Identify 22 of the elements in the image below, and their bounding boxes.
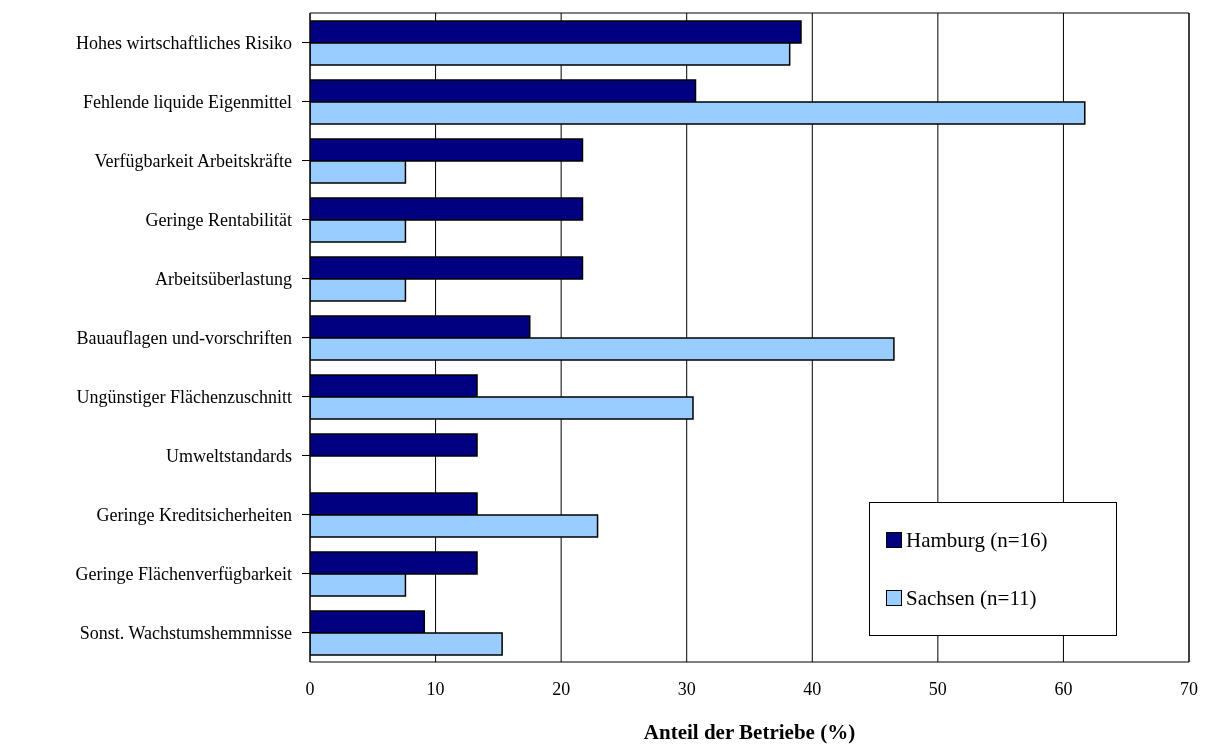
x-tick-label: 70 [1180,678,1198,699]
legend-label: Hamburg (n=16) [906,527,1048,554]
x-tick-label: 10 [426,678,445,699]
y-tick-label: Geringe Rentabilität [145,209,292,230]
x-tick-label: 30 [677,678,696,699]
y-tick-label: Bauauflagen und-vorschriften [76,327,292,348]
x-tick-label: 40 [803,678,822,699]
y-tick-label: Verfügbarkeit Arbeitskräfte [94,150,293,171]
y-tick-label: Ungünstiger Flächenzuschnitt [76,386,292,407]
y-tick-label: Hohes wirtschaftliches Risiko [76,32,292,53]
y-tick-label: Arbeitsüberlastung [155,268,292,289]
x-axis-title: Anteil der Betriebe (%) [643,720,856,744]
y-tick-label: Fehlende liquide Eigenmittel [83,91,292,112]
x-tick-label: 0 [305,678,315,699]
x-tick-label: 20 [552,678,571,699]
y-tick-label: Geringe Kreditsicherheiten [96,504,292,525]
y-tick-label: Sonst. Wachstumshemmnisse [79,622,292,643]
x-tick-label: 60 [1054,678,1073,699]
x-tick-label: 50 [928,678,947,699]
legend-label: Sachsen (n=11) [906,585,1037,612]
y-tick-label: Umweltstandards [166,445,292,466]
y-tick-label: Geringe Flächenverfügbarkeit [75,563,292,584]
